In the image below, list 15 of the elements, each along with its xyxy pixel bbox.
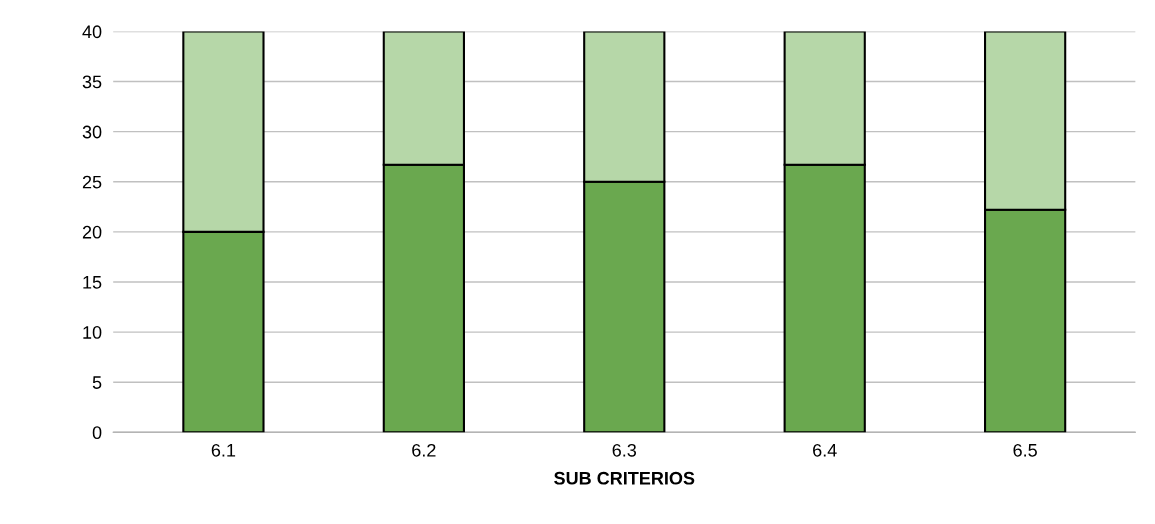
- y-tick-label: 35: [82, 75, 102, 89]
- y-tick-label: 30: [82, 125, 102, 139]
- y-tick-label: 10: [83, 326, 102, 339]
- x-tick-label: 6.5: [1013, 443, 1037, 457]
- y-tick-label: 20: [82, 225, 102, 239]
- x-axis-title: SUB CRITERIOS: [554, 471, 695, 485]
- x-tick-label: 6.4: [813, 443, 837, 457]
- x-tick-label: 6.2: [412, 443, 436, 457]
- y-tick-label: 0: [92, 426, 102, 440]
- y-tick-label: 40: [82, 25, 102, 39]
- y-tick-label: 5: [92, 376, 102, 389]
- y-tick-label: 25: [82, 175, 102, 189]
- y-tick-label: 15: [83, 276, 102, 289]
- x-tick-label: 6.1: [211, 443, 236, 457]
- x-tick-label: 6.3: [612, 443, 637, 457]
